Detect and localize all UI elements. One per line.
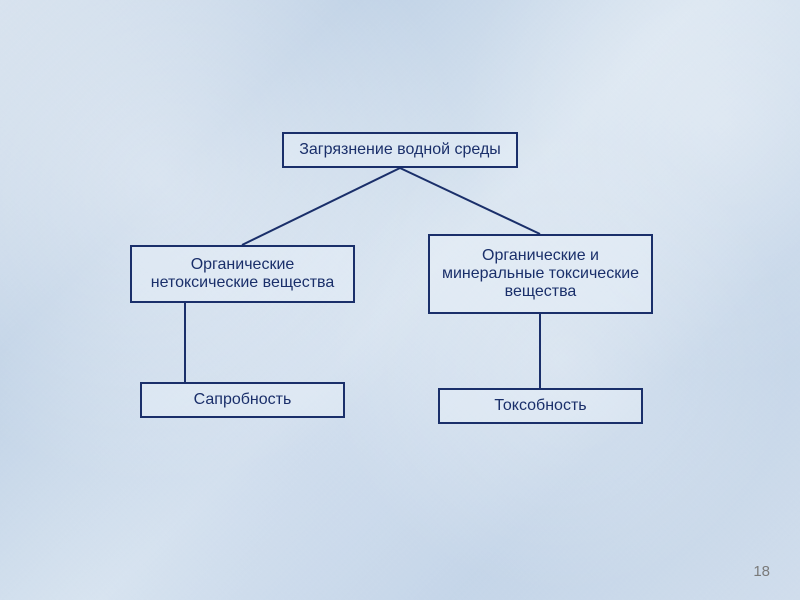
node-left-leaf-label: Сапробность: [194, 391, 292, 409]
node-root-label: Загрязнение водной среды: [299, 141, 501, 159]
page-number: 18: [753, 563, 770, 580]
node-left-mid-label: Органические нетоксические вещества: [142, 256, 343, 292]
page-number-text: 18: [753, 563, 770, 580]
node-right-leaf-label: Токсобность: [494, 397, 586, 415]
node-left-mid: Органические нетоксические вещества: [130, 245, 355, 303]
node-root: Загрязнение водной среды: [282, 132, 518, 168]
node-left-leaf: Сапробность: [140, 382, 345, 418]
node-right-mid: Органические и минеральные токсические в…: [428, 234, 653, 314]
node-right-mid-label: Органические и минеральные токсические в…: [440, 247, 641, 301]
node-right-leaf: Токсобность: [438, 388, 643, 424]
